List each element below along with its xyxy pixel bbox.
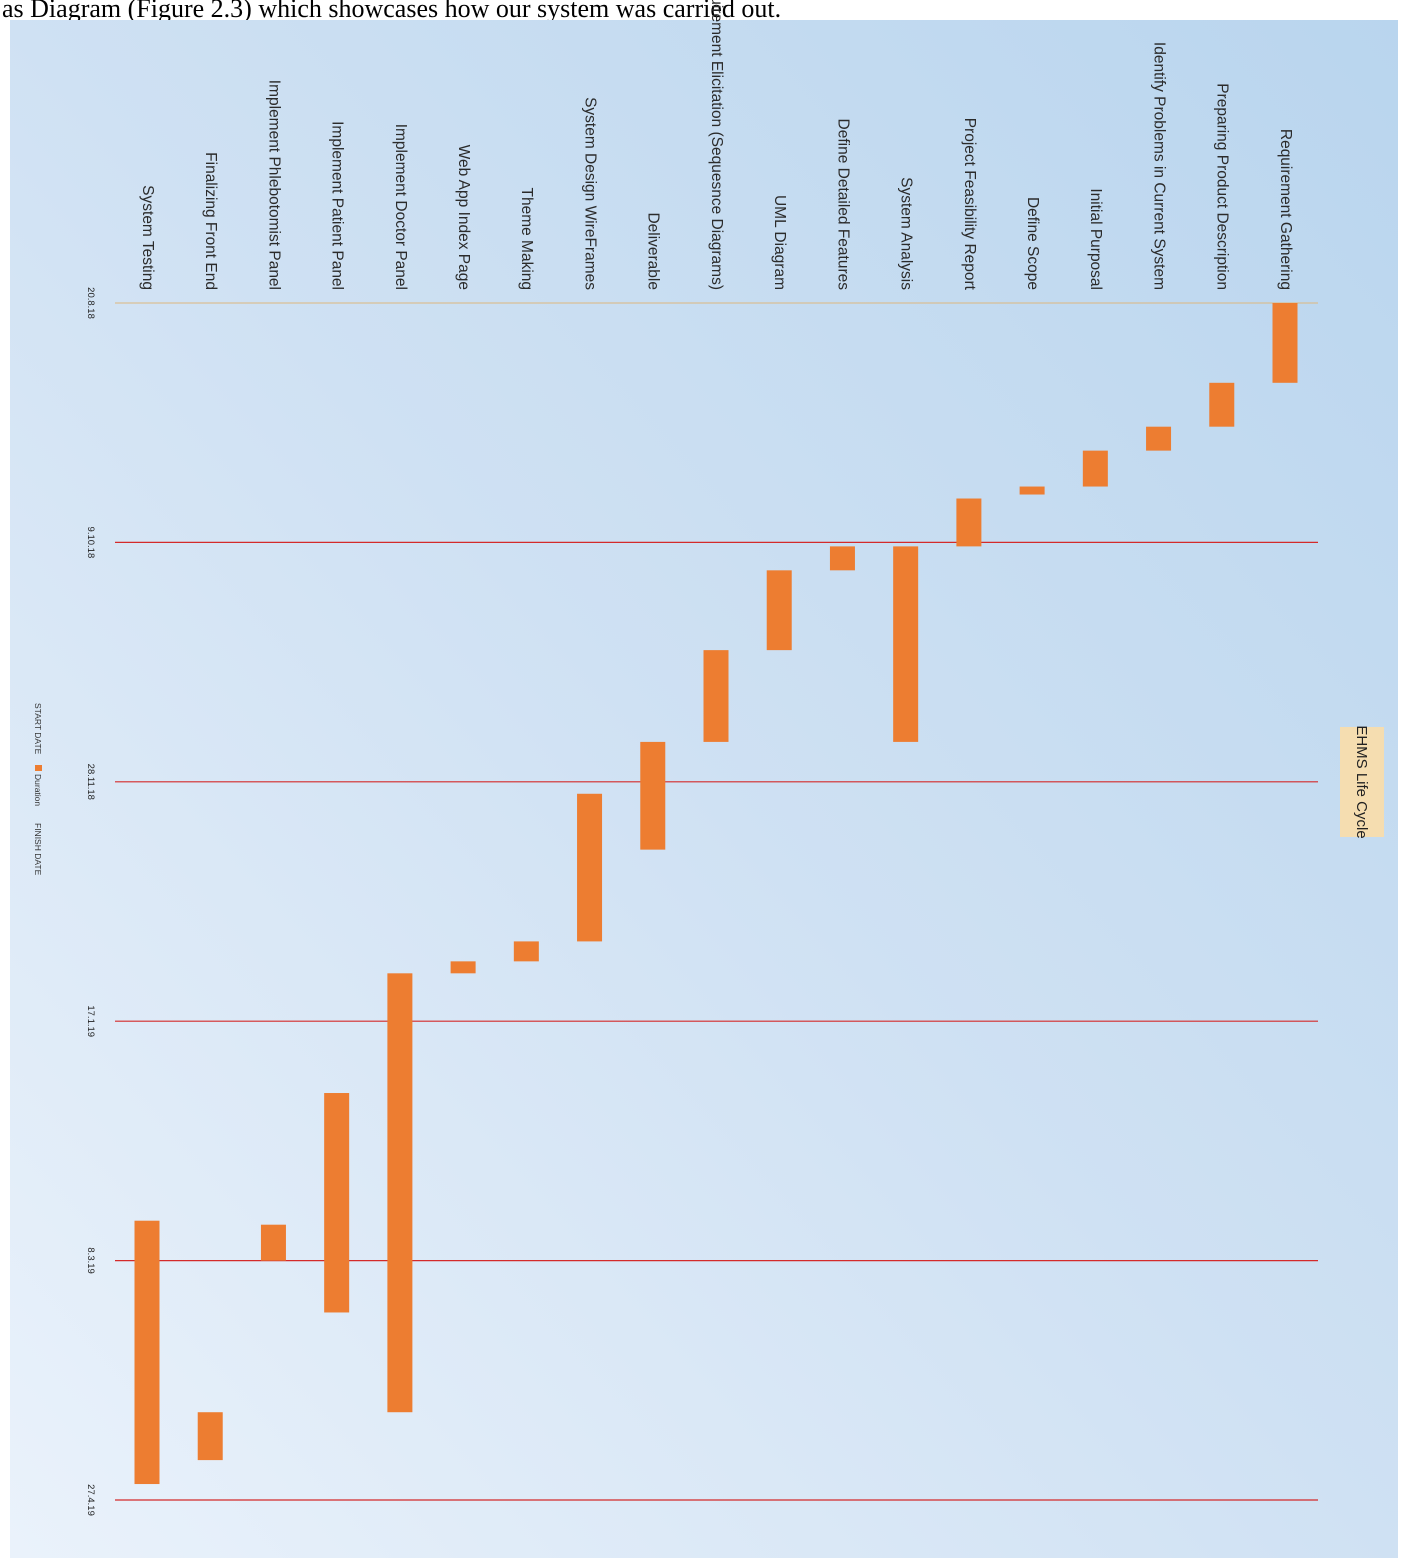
gantt-bar <box>893 546 919 742</box>
gantt-bar <box>829 546 855 571</box>
gantt-bar <box>1019 486 1045 495</box>
task-label: System Analysis <box>898 177 915 290</box>
gantt-bar <box>766 570 792 651</box>
gantt-bar <box>956 498 982 547</box>
tick-label: 8.3.19 <box>85 1247 96 1273</box>
legend-start-date: START DATE <box>33 703 43 755</box>
gantt-bar <box>1146 426 1172 451</box>
tick-label: 9.10.18 <box>85 527 96 559</box>
legend-duration: Duration <box>33 774 43 806</box>
tick-label: 20.8.18 <box>85 287 96 319</box>
tick-label: 17.1.19 <box>85 1005 96 1037</box>
caption-text: as Diagram (Figure 2.3) which showcases … <box>2 0 782 23</box>
tick-label: 27.4.19 <box>85 1484 96 1516</box>
gantt-bar <box>513 941 539 962</box>
title-text: EHMS Life Cycle <box>1353 725 1370 838</box>
gantt-bar <box>1209 382 1235 427</box>
title-box <box>1340 727 1384 837</box>
task-label: Web App Index Page <box>455 145 472 290</box>
gantt-bar <box>640 741 666 850</box>
task-label: Requirement Gathering <box>1277 129 1294 290</box>
tick-label: 28.11.18 <box>85 764 96 800</box>
legend: START DATE Duration FINISH DATE <box>33 703 43 876</box>
gantt-bar <box>1082 450 1108 487</box>
task-label: System Design WireFrames <box>581 97 598 290</box>
legend-duration-swatch <box>35 765 42 771</box>
task-label: Requirement Elicitation (Sequesnce Diagr… <box>708 0 725 290</box>
gantt-bar <box>1272 303 1298 383</box>
task-label: Initial Purposal <box>1087 188 1104 290</box>
gantt-bar <box>324 1093 350 1313</box>
task-label: UML Diagram <box>771 195 788 290</box>
gantt-bar <box>450 961 476 974</box>
chart-title: EHMS Life Cycle <box>1340 725 1384 839</box>
task-label: Project Feasibility Report <box>961 118 978 291</box>
chart-background <box>10 20 1398 1558</box>
task-label: Finalizing Front End <box>202 152 219 290</box>
task-label: Implement Patient Panel <box>329 121 346 290</box>
task-label: Implement Phlebotomist Panel <box>265 80 282 290</box>
task-label: System Testing <box>139 185 156 290</box>
gantt-bar <box>134 1220 160 1485</box>
gantt-bar <box>703 650 729 742</box>
gantt-bar <box>197 1412 223 1461</box>
task-label: Define Detailed Features <box>834 119 851 291</box>
legend-finish-date: FINISH DATE <box>33 823 43 876</box>
gantt-bar <box>387 973 413 1413</box>
gantt-bar <box>260 1224 286 1261</box>
task-label: Identify Problems in Current System <box>1150 42 1167 290</box>
task-label: Define Scope <box>1024 197 1041 290</box>
task-label: Implement Doctor Panel <box>392 124 409 290</box>
task-label: Theme Making <box>518 187 535 290</box>
gantt-bar <box>577 793 603 942</box>
task-label: Deliverable <box>645 212 662 290</box>
task-label: Preparing Product Description <box>1214 83 1231 290</box>
